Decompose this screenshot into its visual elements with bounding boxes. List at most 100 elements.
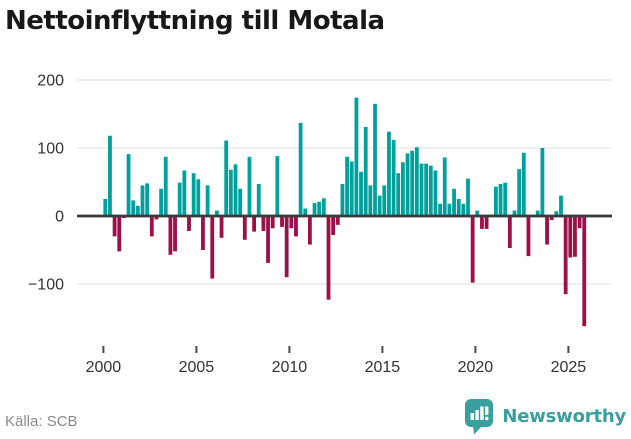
bar-2013Q3[interactable] — [354, 97, 359, 216]
bar-2015Q2[interactable] — [387, 131, 391, 216]
bar-2012Q1[interactable] — [326, 216, 331, 300]
bar-2005Q2[interactable] — [201, 216, 205, 250]
bar-2005Q1[interactable] — [196, 179, 201, 216]
bar-2014Q1[interactable] — [363, 126, 368, 216]
bar-2009Q1[interactable] — [270, 216, 275, 229]
bar-2016Q3[interactable] — [410, 150, 415, 216]
bar-2010Q1[interactable] — [289, 216, 294, 229]
bar-2002Q1[interactable] — [140, 185, 145, 216]
bar-2011Q2[interactable] — [312, 203, 317, 216]
bar-2008Q1[interactable] — [252, 216, 256, 232]
bar-2021Q4[interactable] — [507, 216, 512, 248]
bar-2009Q4[interactable] — [284, 216, 289, 278]
bar-2012Q4[interactable] — [340, 184, 345, 216]
bar-2010Q4[interactable] — [303, 208, 308, 216]
bar-2021Q2[interactable] — [498, 184, 503, 216]
bar-2021Q3[interactable] — [503, 182, 508, 216]
bar-2015Q1[interactable] — [382, 185, 387, 216]
bar-2013Q4[interactable] — [359, 171, 363, 216]
bar-2004Q3[interactable] — [187, 216, 191, 231]
bar-2001Q2[interactable] — [126, 154, 131, 216]
bar-2013Q2[interactable] — [349, 161, 354, 216]
bar-2000Q2[interactable] — [108, 135, 112, 216]
bar-2006Q4[interactable] — [228, 169, 233, 216]
bar-2003Q3[interactable] — [168, 216, 173, 255]
bar-2018Q3[interactable] — [447, 203, 452, 216]
bar-2003Q2[interactable] — [163, 156, 168, 216]
bar-2006Q1[interactable] — [215, 210, 219, 216]
bar-2025Q2[interactable] — [573, 216, 577, 257]
bar-2007Q2[interactable] — [238, 188, 243, 216]
bar-2020Q1[interactable] — [475, 210, 480, 216]
bar-2025Q4[interactable] — [582, 216, 587, 327]
bar-2024Q3[interactable] — [559, 195, 563, 216]
bar-2008Q2[interactable] — [256, 184, 261, 216]
bar-2012Q3[interactable] — [335, 216, 340, 225]
bar-2017Q1[interactable] — [419, 163, 424, 216]
bar-2024Q4[interactable] — [563, 216, 568, 295]
bar-2020Q2[interactable] — [480, 216, 484, 229]
bar-2020Q3[interactable] — [484, 216, 489, 229]
bar-2000Q4[interactable] — [117, 216, 122, 252]
bar-2024Q1[interactable] — [549, 216, 554, 221]
bar-2019Q2[interactable] — [461, 203, 466, 216]
bar-2016Q4[interactable] — [414, 147, 419, 216]
newsworthy-logo[interactable]: Newsworthy — [464, 398, 626, 435]
bar-2014Q3[interactable] — [373, 103, 377, 216]
bar-2022Q2[interactable] — [517, 169, 522, 216]
bar-2019Q1[interactable] — [456, 199, 461, 216]
bar-2017Q3[interactable] — [428, 165, 433, 216]
bar-2002Q2[interactable] — [145, 183, 150, 216]
bar-2003Q4[interactable] — [173, 216, 177, 252]
bar-2012Q2[interactable] — [331, 216, 336, 236]
bar-2006Q2[interactable] — [219, 216, 224, 238]
bar-2005Q3[interactable] — [205, 185, 210, 216]
bar-2015Q3[interactable] — [391, 139, 396, 216]
bar-2013Q1[interactable] — [345, 156, 349, 216]
bar-2011Q4[interactable] — [321, 198, 326, 216]
bar-2011Q3[interactable] — [317, 201, 322, 216]
bar-2009Q3[interactable] — [280, 216, 284, 227]
bar-2008Q3[interactable] — [261, 216, 266, 231]
bar-2004Q2[interactable] — [182, 170, 187, 216]
bar-2022Q4[interactable] — [526, 216, 531, 257]
bar-2016Q1[interactable] — [401, 162, 405, 216]
bar-2009Q2[interactable] — [275, 156, 280, 216]
bar-2000Q3[interactable] — [112, 216, 117, 237]
bar-2001Q4[interactable] — [135, 205, 140, 216]
bar-2006Q3[interactable] — [224, 140, 229, 216]
bar-2024Q2[interactable] — [554, 211, 559, 216]
bar-2019Q4[interactable] — [470, 216, 475, 283]
bar-2004Q4[interactable] — [191, 173, 196, 216]
bar-2015Q4[interactable] — [396, 173, 401, 216]
bar-2014Q4[interactable] — [377, 195, 382, 216]
bar-2014Q2[interactable] — [368, 185, 373, 216]
bar-2019Q3[interactable] — [466, 178, 470, 216]
bar-2023Q4[interactable] — [545, 216, 549, 245]
bar-2023Q2[interactable] — [535, 210, 540, 216]
bar-2021Q1[interactable] — [494, 186, 498, 216]
bar-2025Q1[interactable] — [568, 216, 573, 258]
bar-2018Q2[interactable] — [442, 157, 447, 216]
bar-2007Q1[interactable] — [233, 164, 238, 216]
bar-2007Q3[interactable] — [242, 216, 247, 240]
bar-2001Q3[interactable] — [131, 200, 136, 216]
bar-2005Q4[interactable] — [210, 216, 215, 279]
bar-2010Q2[interactable] — [294, 216, 298, 237]
bar-2011Q1[interactable] — [308, 216, 312, 245]
bar-2002Q3[interactable] — [149, 216, 154, 237]
bar-2007Q4[interactable] — [247, 156, 252, 216]
bar-2008Q4[interactable] — [266, 216, 270, 263]
bar-2017Q4[interactable] — [433, 170, 438, 216]
bar-2002Q4[interactable] — [154, 216, 159, 220]
bar-2004Q1[interactable] — [177, 182, 182, 216]
bar-2000Q1[interactable] — [103, 199, 108, 216]
bar-2025Q3[interactable] — [577, 216, 582, 229]
bar-2018Q1[interactable] — [438, 203, 442, 216]
bar-2023Q3[interactable] — [540, 148, 545, 216]
bar-2016Q2[interactable] — [405, 153, 410, 216]
bar-2017Q2[interactable] — [424, 163, 429, 216]
bar-2018Q4[interactable] — [452, 188, 456, 216]
bar-2022Q1[interactable] — [512, 210, 517, 216]
bar-2022Q3[interactable] — [521, 152, 526, 216]
